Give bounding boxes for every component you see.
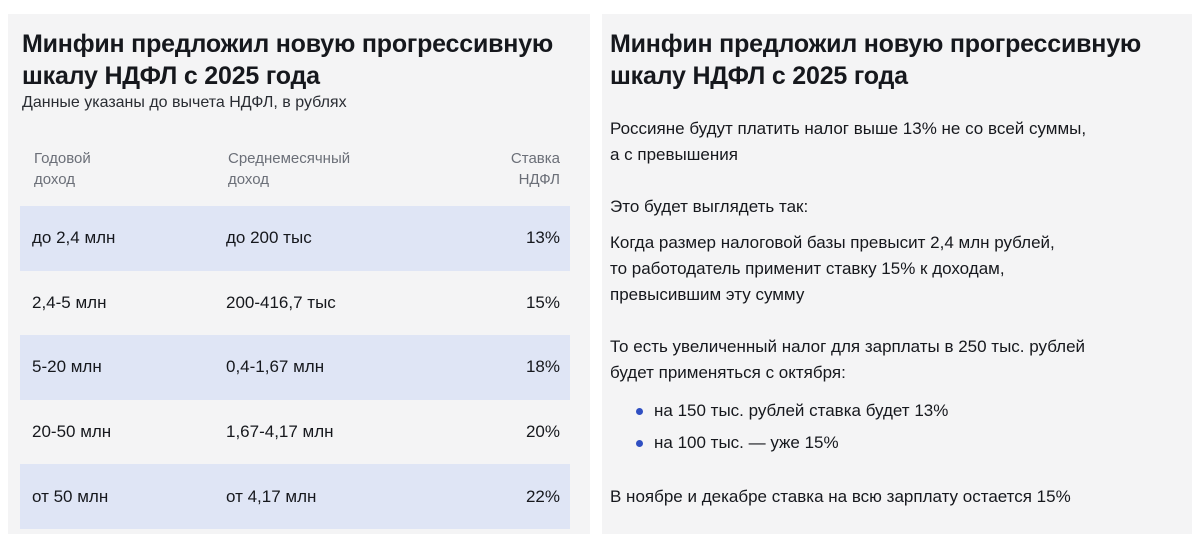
- cell-income: 5-20 млн: [32, 357, 102, 377]
- cell-rate: 15%: [525, 292, 560, 312]
- cell-monthly: от 4,17 млн: [226, 486, 317, 506]
- table-row: от 50 млн от 4,17 млн 22%: [20, 464, 570, 529]
- table-body: до 2,4 млн до 200 тыс 13% 2,4-5 млн 200-…: [20, 206, 570, 529]
- table-row: до 2,4 млн до 200 тыс 13%: [20, 206, 570, 271]
- list-item: на 100 тыс. — уже 15%: [610, 430, 1180, 462]
- card-title: Минфин предложил новую прогрессивную шка…: [22, 28, 582, 92]
- cell-rate: 20%: [525, 422, 560, 442]
- bullet-list: на 150 тыс. рублей ставка будет 13% на 1…: [610, 398, 1180, 462]
- paragraph-lead: Это будет выглядеть так:: [610, 197, 809, 216]
- explanation-card: Минфин предложил новую прогрессивную шка…: [602, 14, 1192, 534]
- cell-monthly: 200-416,7 тыс: [226, 292, 336, 312]
- card-subtitle: Данные указаны до вычета НДФЛ, в рублях: [22, 94, 347, 111]
- cell-monthly: 1,67-4,17 млн: [226, 422, 334, 442]
- cell-income: от 50 млн: [32, 486, 109, 506]
- paragraph-conclusion: В ноябре и декабре ставка на всю зарплат…: [610, 487, 1071, 506]
- table-row: 5-20 млн 0,4-1,67 млн 18%: [20, 335, 570, 400]
- tax-table-card: Минфин предложил новую прогрессивную шка…: [8, 14, 590, 534]
- cell-rate: 13%: [525, 228, 560, 248]
- title-line-1: Минфин предложил новую прогрессивную: [610, 30, 1142, 58]
- list-item: на 150 тыс. рублей ставка будет 13%: [610, 398, 1180, 430]
- title-line-1: Минфин предложил новую прогрессивную: [22, 30, 554, 58]
- table-row: 20-50 млн 1,67-4,17 млн 20%: [20, 400, 570, 465]
- cell-income: 20-50 млн: [32, 422, 112, 442]
- title-line-2: шкалу НДФЛ с 2025 года: [610, 62, 908, 90]
- paragraph-intro: Россияне будут платить налог выше 13% не…: [610, 119, 1087, 164]
- bullet-dot-icon: [636, 408, 643, 415]
- cell-income: 2,4-5 млн: [32, 292, 107, 312]
- cell-rate: 18%: [525, 357, 560, 377]
- cell-monthly: до 200 тыс: [226, 228, 312, 248]
- bullet-dot-icon: [636, 440, 643, 447]
- table-row: 2,4-5 млн 200-416,7 тыс 15%: [20, 271, 570, 336]
- column-header-income: Годовой доход: [34, 150, 91, 188]
- paragraph-example: То есть увеличенный налог для зарплаты в…: [610, 337, 1086, 382]
- cell-rate: 22%: [525, 486, 560, 506]
- cell-monthly: 0,4-1,67 млн: [226, 357, 325, 377]
- column-header-monthly: Среднемесячный доход: [228, 150, 351, 188]
- table-header: Годовой доход Среднемесячный доход Ставк…: [20, 148, 570, 202]
- cell-income: до 2,4 млн: [32, 228, 116, 248]
- title-line-2: шкалу НДФЛ с 2025 года: [22, 62, 320, 90]
- paragraph-explanation: Когда размер налоговой базы превысит 2,4…: [610, 233, 1055, 304]
- column-header-rate: Ставка НДФЛ: [510, 150, 560, 188]
- card-title: Минфин предложил новую прогрессивную шка…: [610, 28, 1180, 92]
